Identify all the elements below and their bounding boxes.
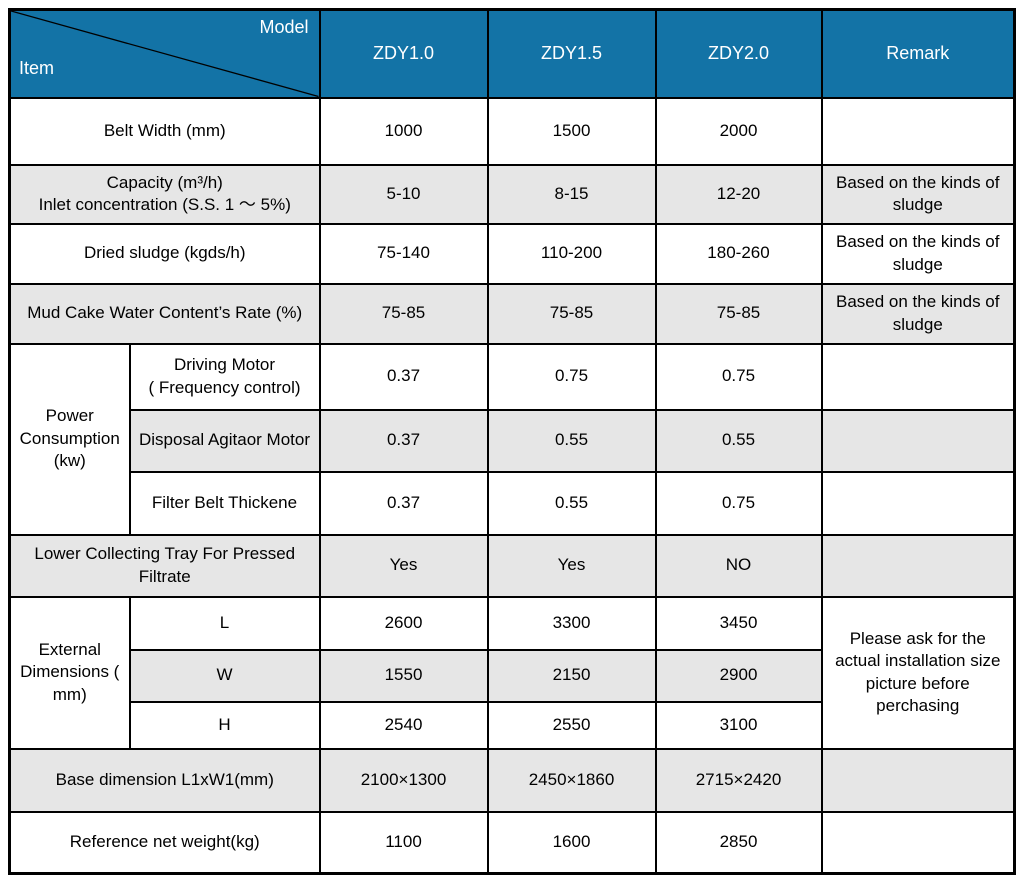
base-dimension-label: Base dimension L1xW1(mm)	[8, 747, 321, 813]
capacity-value-zdy10: 5-10	[318, 163, 489, 225]
filter-belt-value-zdy20: 0.75	[654, 470, 823, 536]
net-weight-value-zdy15: 1600	[486, 810, 657, 875]
belt-width-value-zdy10: 1000	[318, 96, 489, 166]
row-dried-sludge: Dried sludge (kgds/h) 75-140 110-200 180…	[8, 222, 1016, 285]
column-header-zdy20: ZDY2.0	[654, 8, 823, 99]
filter-belt-value-zdy15: 0.55	[486, 470, 657, 536]
capacity-label-line2: Inlet concentration (S.S. 1 ～ 5%)	[38, 195, 291, 214]
row-filter-belt: Filter Belt Thickene 0.37 0.55 0.75	[10, 470, 1016, 536]
mud-cake-value-zdy15: 75-85	[486, 282, 657, 345]
capacity-remark: Based on the kinds of sludge	[820, 163, 1016, 225]
net-weight-value-zdy20: 2850	[654, 810, 823, 875]
capacity-label-line1: Capacity (m³/h)	[106, 172, 223, 192]
dimension-w-label: W	[128, 648, 321, 703]
net-weight-label: Reference net weight(kg)	[8, 810, 321, 875]
driving-motor-value-zdy15: 0.75	[486, 342, 657, 411]
row-capacity: Capacity (m³/h) Inlet concentration (S.S…	[8, 163, 1016, 225]
lower-tray-value-zdy20: NO	[654, 533, 823, 598]
dimension-w-value-zdy20: 2900	[654, 648, 823, 703]
dimension-l-value-zdy20: 3450	[654, 595, 823, 651]
lower-tray-value-zdy10: Yes	[318, 533, 489, 598]
base-dimension-remark	[820, 747, 1016, 813]
lower-tray-remark	[820, 533, 1016, 598]
row-dimension-h: H 2540 2550 3100	[10, 700, 1015, 750]
column-header-zdy15: ZDY1.5	[486, 8, 657, 99]
base-dimension-value-zdy20: 2715×2420	[654, 747, 823, 813]
net-weight-remark	[820, 810, 1016, 875]
diagonal-divider-line	[11, 11, 319, 97]
row-belt-width: Belt Width (mm) 1000 1500 2000	[8, 96, 1016, 166]
dimension-h-label: H	[128, 700, 321, 750]
row-lower-tray: Lower Collecting Tray For Pressed Filtra…	[8, 533, 1016, 598]
belt-width-value-zdy20: 2000	[654, 96, 823, 166]
dimension-h-value-zdy20: 3100	[654, 700, 823, 750]
mud-cake-value-zdy10: 75-85	[318, 282, 489, 345]
row-dimension-w: W 1550 2150 2900	[10, 648, 1015, 703]
disposal-agitator-value-zdy20: 0.55	[654, 408, 823, 473]
disposal-agitator-label: Disposal Agitaor Motor	[128, 408, 321, 473]
base-dimension-value-zdy10: 2100×1300	[318, 747, 489, 813]
driving-motor-label: Driving Motor ( Frequency control)	[128, 342, 321, 411]
corner-label-item: Item	[19, 57, 55, 78]
driving-motor-value-zdy10: 0.37	[318, 342, 489, 411]
power-consumption-group-label: Power Consumption (kw)	[8, 342, 131, 536]
mud-cake-label: Mud Cake Water Content’s Rate (%)	[8, 282, 321, 345]
net-weight-value-zdy10: 1100	[318, 810, 489, 875]
row-disposal-agitator: Disposal Agitaor Motor 0.37 0.55 0.55	[10, 408, 1016, 473]
driving-motor-label-line2: ( Frequency control)	[148, 377, 301, 397]
driving-motor-remark	[820, 342, 1016, 411]
row-mud-cake: Mud Cake Water Content’s Rate (%) 75-85 …	[8, 282, 1016, 345]
disposal-agitator-value-zdy10: 0.37	[318, 408, 489, 473]
dried-sludge-value-zdy10: 75-140	[318, 222, 489, 285]
header-row: Model Item ZDY1.0 ZDY1.5 ZDY2.0 Remark	[8, 8, 1016, 99]
corner-label-model: Model	[259, 17, 309, 37]
lower-tray-value-zdy15: Yes	[486, 533, 657, 598]
row-base-dimension: Base dimension L1xW1(mm) 2100×1300 2450×…	[8, 747, 1016, 813]
belt-width-remark	[820, 96, 1016, 166]
dimension-l-value-zdy15: 3300	[486, 595, 657, 651]
dried-sludge-value-zdy15: 110-200	[486, 222, 657, 285]
disposal-agitator-value-zdy15: 0.55	[486, 408, 657, 473]
dimension-l-value-zdy10: 2600	[318, 595, 489, 651]
base-dimension-value-zdy15: 2450×1860	[486, 747, 657, 813]
model-item-corner-cell: Model Item	[8, 8, 321, 99]
dimension-h-value-zdy15: 2550	[486, 700, 657, 750]
row-dimension-l: External Dimensions ( mm) L 2600 3300 34…	[8, 595, 1016, 750]
column-header-remark: Remark	[820, 8, 1016, 99]
dried-sludge-value-zdy20: 180-260	[654, 222, 823, 285]
capacity-value-zdy20: 12-20	[654, 163, 823, 225]
belt-width-value-zdy15: 1500	[486, 96, 657, 166]
capacity-label: Capacity (m³/h) Inlet concentration (S.S…	[8, 163, 321, 225]
filter-belt-value-zdy10: 0.37	[318, 470, 489, 536]
lower-tray-label: Lower Collecting Tray For Pressed Filtra…	[8, 533, 321, 598]
external-dimensions-remark: Please ask for the actual installation s…	[820, 595, 1016, 750]
belt-width-label: Belt Width (mm)	[8, 96, 321, 166]
filter-belt-label: Filter Belt Thickene	[128, 470, 321, 536]
mud-cake-remark: Based on the kinds of sludge	[820, 282, 1016, 345]
spec-table: Model Item ZDY1.0 ZDY1.5 ZDY2.0 Remark B…	[8, 8, 1016, 875]
filter-belt-remark	[820, 470, 1016, 536]
row-driving-motor: Power Consumption (kw) Driving Motor ( F…	[8, 342, 1016, 536]
dimension-l-label: L	[128, 595, 321, 651]
disposal-agitator-remark	[820, 408, 1016, 473]
column-header-zdy10: ZDY1.0	[318, 8, 489, 99]
dried-sludge-remark: Based on the kinds of sludge	[820, 222, 1016, 285]
driving-motor-value-zdy20: 0.75	[654, 342, 823, 411]
driving-motor-label-line1: Driving Motor	[173, 355, 276, 375]
mud-cake-value-zdy20: 75-85	[654, 282, 823, 345]
dimension-w-value-zdy15: 2150	[486, 648, 657, 703]
dimension-h-value-zdy10: 2540	[318, 700, 489, 750]
dried-sludge-label: Dried sludge (kgds/h)	[8, 222, 321, 285]
external-dimensions-group-label: External Dimensions ( mm)	[8, 595, 131, 750]
capacity-value-zdy15: 8-15	[486, 163, 657, 225]
dimension-w-value-zdy10: 1550	[318, 648, 489, 703]
row-net-weight: Reference net weight(kg) 1100 1600 2850	[8, 810, 1016, 875]
